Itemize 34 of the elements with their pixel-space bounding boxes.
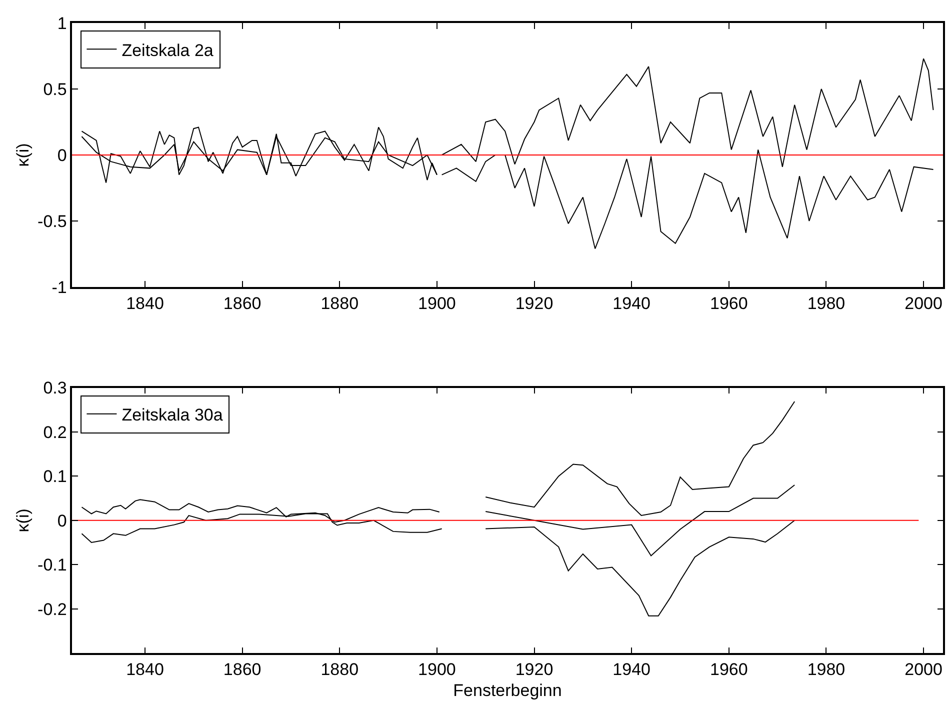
y-tick-label: 1 bbox=[57, 14, 67, 33]
x-tick-label: 2000 bbox=[904, 294, 942, 314]
y-tick-label: -0.5 bbox=[38, 212, 67, 231]
y-axis-title: κ(i) bbox=[14, 508, 33, 532]
x-tick-label: 1980 bbox=[807, 660, 846, 680]
legend-label: Zeitskala 2a bbox=[122, 40, 214, 60]
x-tick-label: 1960 bbox=[710, 660, 748, 680]
x-tick-label: 1940 bbox=[612, 294, 650, 314]
y-tick-label: 0.3 bbox=[43, 378, 67, 398]
x-tick-label: 1900 bbox=[418, 294, 456, 314]
x-tick-label: 1960 bbox=[710, 294, 748, 314]
x-tick-label: 1880 bbox=[320, 660, 359, 680]
x-tick-label: 1860 bbox=[223, 660, 262, 680]
y-tick-label: -1 bbox=[52, 278, 67, 297]
y-tick-label: 0.5 bbox=[43, 80, 67, 99]
x-tick-label: 1900 bbox=[418, 660, 456, 680]
x-tick-label: 1980 bbox=[807, 294, 846, 314]
x-tick-label: 1860 bbox=[223, 294, 262, 314]
y-tick-label: 0 bbox=[57, 511, 67, 530]
y-tick-label: 0 bbox=[57, 146, 67, 165]
y-tick-label: 0.1 bbox=[43, 467, 67, 486]
x-tick-label: 1840 bbox=[126, 660, 164, 680]
x-tick-label: 1840 bbox=[126, 294, 164, 314]
x-tick-label: 2000 bbox=[904, 660, 942, 680]
x-tick-label: 1940 bbox=[612, 660, 650, 680]
y-tick-label: -0.1 bbox=[38, 556, 67, 575]
y-tick-label: 0.2 bbox=[43, 422, 67, 442]
x-tick-label: 1920 bbox=[515, 294, 554, 314]
x-axis-title: Fensterbeginn bbox=[453, 681, 562, 700]
legend-label: Zeitskala 30a bbox=[122, 406, 224, 425]
x-tick-label: 1920 bbox=[515, 660, 554, 680]
x-tick-label: 1880 bbox=[320, 294, 359, 314]
y-tick-label: -0.2 bbox=[38, 600, 67, 619]
y-axis-title: κ(i) bbox=[14, 143, 33, 167]
